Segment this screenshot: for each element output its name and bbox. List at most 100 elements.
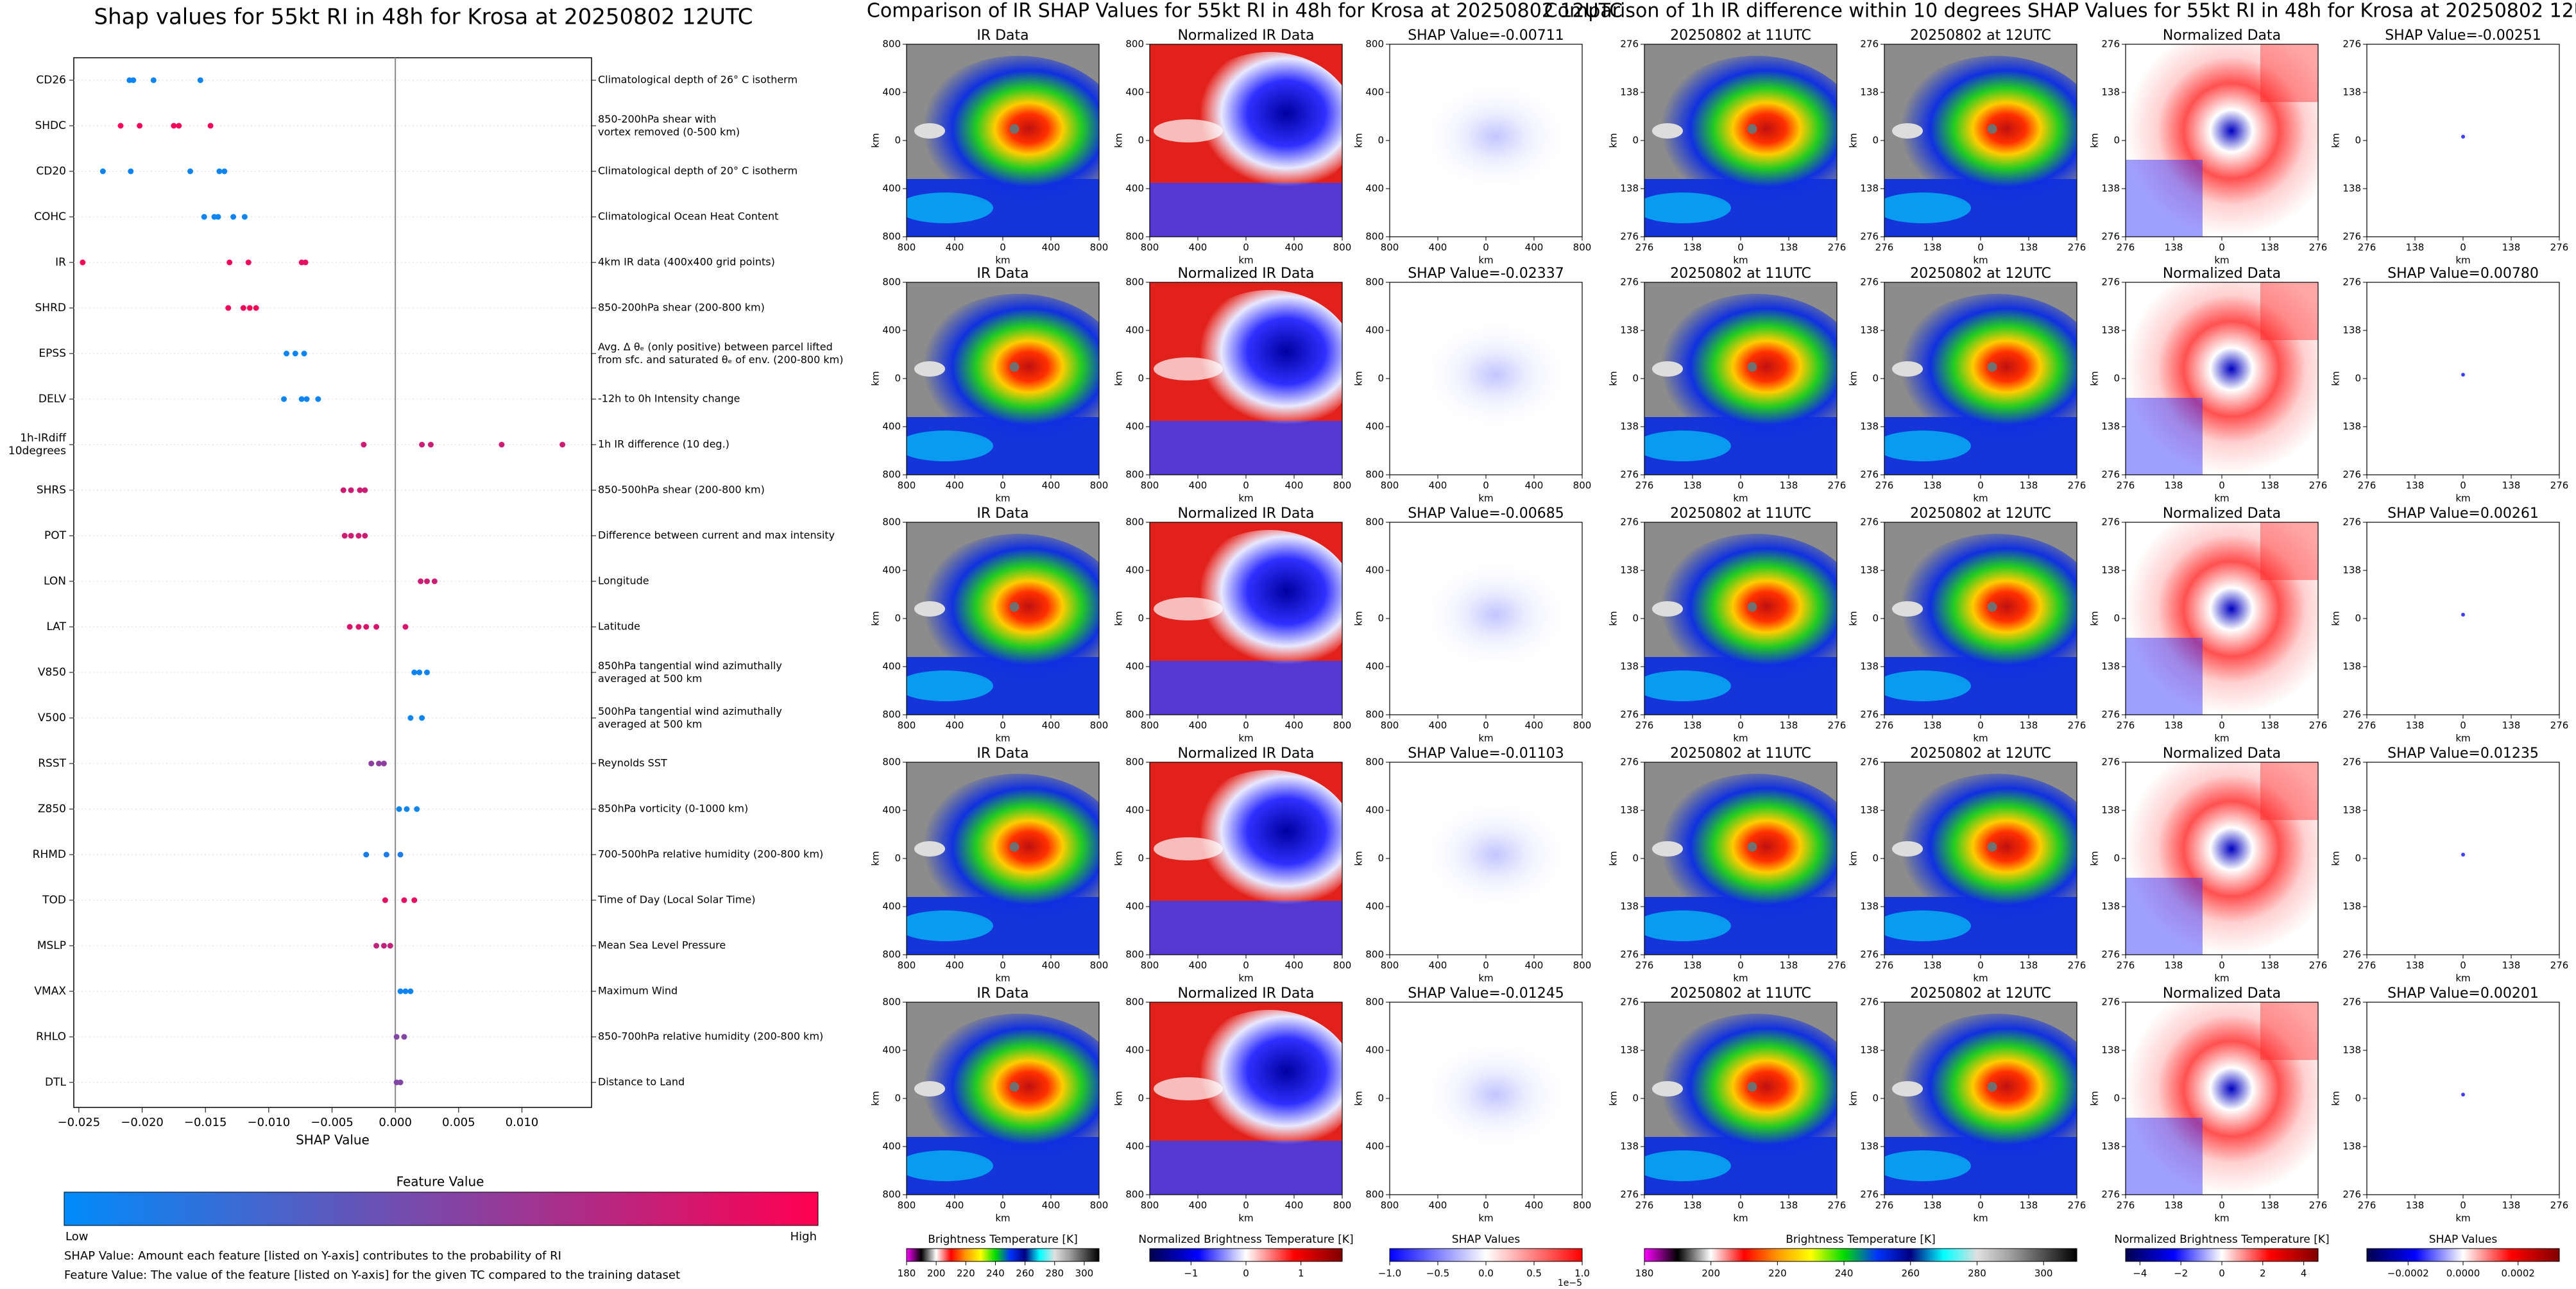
y-axis-label: km bbox=[1608, 371, 1619, 386]
shap-point bbox=[387, 943, 393, 949]
y-tick-label: 138 bbox=[1860, 1141, 1879, 1152]
y-axis-label: km bbox=[2089, 133, 2101, 148]
x-tick-label: 400 bbox=[946, 242, 964, 253]
y-axis-label: km bbox=[1353, 133, 1365, 148]
x-tick-label: 800 bbox=[1090, 242, 1109, 253]
y-tick-label: 400 bbox=[1125, 183, 1144, 194]
x-tick-label: 138 bbox=[2020, 480, 2038, 491]
colorbar-tick-label: 200 bbox=[1702, 1268, 1720, 1279]
y-tick-label: 400 bbox=[1125, 325, 1144, 336]
y-tick-label: 276 bbox=[2342, 996, 2361, 1008]
y-tick-label: 400 bbox=[1365, 661, 1384, 672]
y-axis-label: km bbox=[1353, 1091, 1365, 1105]
colorbar bbox=[906, 1248, 1100, 1262]
x-tick-label: 276 bbox=[2550, 960, 2569, 971]
shap-point bbox=[230, 214, 237, 220]
x-tick-label: 276 bbox=[2068, 960, 2086, 971]
panel-title: 20250802 at 11UTC bbox=[1670, 266, 1811, 282]
x-tick-label: 276 bbox=[2117, 720, 2135, 731]
shap-point bbox=[240, 305, 246, 311]
x-tick-label: 800 bbox=[898, 1200, 916, 1211]
satellite-image bbox=[1644, 44, 1837, 237]
colorbar-low: Low bbox=[65, 1230, 88, 1243]
panel-title: Normalized IR Data bbox=[1177, 266, 1314, 282]
panel-title: IR Data bbox=[977, 506, 1028, 522]
y-tick-label: 800 bbox=[1365, 38, 1384, 50]
y-tick-label: 276 bbox=[2342, 756, 2361, 768]
feature-description: 4km IR data (400x400 grid points) bbox=[598, 256, 775, 268]
y-tick-label: 276 bbox=[2342, 949, 2361, 960]
y-tick-label: 0 bbox=[894, 853, 901, 864]
y-tick-label: 400 bbox=[882, 183, 901, 194]
y-tick-label: 276 bbox=[2101, 231, 2120, 243]
y-tick-label: 0 bbox=[1378, 613, 1384, 624]
colorbar-tick-label: 0 bbox=[1243, 1268, 1249, 1279]
x-tick-label: 0.000 bbox=[379, 1116, 412, 1129]
x-tick-label: 0 bbox=[2219, 480, 2225, 491]
x-tick-label: 138 bbox=[2406, 1200, 2425, 1211]
x-tick-label: 0.010 bbox=[506, 1116, 539, 1129]
y-tick-label: 400 bbox=[882, 661, 901, 672]
y-tick-label: 276 bbox=[1860, 949, 1879, 960]
shap-point bbox=[363, 624, 370, 630]
feature-description: Avg. Δ θₑ (only positive) between parcel… bbox=[598, 341, 843, 366]
shap-point bbox=[499, 441, 505, 448]
x-tick-label: 400 bbox=[1525, 480, 1544, 491]
y-tick-label: 276 bbox=[1620, 231, 1639, 243]
feature-description: 500hPa tangential wind azimuthally averag… bbox=[598, 705, 782, 730]
x-tick-label: 800 bbox=[1333, 480, 1352, 491]
x-tick-label: 276 bbox=[1635, 960, 1654, 971]
panel-title: SHAP Value=-0.02337 bbox=[1408, 266, 1564, 282]
shap-point bbox=[292, 350, 298, 357]
x-tick-label: 0 bbox=[2460, 480, 2466, 491]
x-tick-label: 400 bbox=[946, 1200, 964, 1211]
shap-point bbox=[150, 77, 157, 83]
y-tick-label: 400 bbox=[1365, 325, 1384, 336]
x-tick-label: 0 bbox=[1483, 480, 1489, 491]
y-tick-label: 0 bbox=[1138, 1093, 1144, 1104]
x-tick-label: 138 bbox=[2261, 242, 2280, 253]
shap-point bbox=[340, 487, 346, 493]
x-axis-label: km bbox=[1973, 255, 1988, 266]
panel-title: 20250802 at 11UTC bbox=[1670, 28, 1811, 44]
x-tick-label: 276 bbox=[1635, 1200, 1654, 1211]
x-axis-label: km bbox=[2214, 733, 2229, 744]
shap-point bbox=[357, 487, 363, 493]
x-axis-label: km bbox=[2214, 1213, 2229, 1224]
x-tick-label: 276 bbox=[2117, 242, 2135, 253]
satellite-image bbox=[907, 1002, 1099, 1195]
x-tick-label: 276 bbox=[2068, 1200, 2086, 1211]
x-tick-label: 400 bbox=[1189, 720, 1207, 731]
feature-description: Difference between current and max inten… bbox=[598, 529, 835, 542]
panel-title: 20250802 at 11UTC bbox=[1670, 506, 1811, 522]
x-tick-label: 0 bbox=[2219, 960, 2225, 971]
y-axis-label: km bbox=[1848, 371, 1859, 386]
x-axis-label: km bbox=[1478, 973, 1493, 984]
shap-point bbox=[380, 943, 387, 949]
satellite-image bbox=[1150, 282, 1342, 475]
panel-title: Normalized IR Data bbox=[1177, 986, 1314, 1002]
y-axis-label: km bbox=[1608, 133, 1619, 148]
shap-point bbox=[341, 533, 348, 539]
feature-description: Climatological Ocean Heat Content bbox=[598, 210, 778, 223]
x-tick-label: 0 bbox=[1737, 1200, 1744, 1211]
shap-point bbox=[402, 988, 409, 994]
x-tick-label: 0 bbox=[1000, 480, 1006, 491]
y-tick-label: 276 bbox=[1860, 277, 1879, 288]
y-tick-label: 138 bbox=[2342, 805, 2361, 816]
y-tick-label: 800 bbox=[1365, 756, 1384, 768]
panel-title: SHAP Value=0.00201 bbox=[2387, 986, 2539, 1002]
feature-label: EPSS bbox=[38, 347, 66, 360]
y-tick-label: 138 bbox=[1620, 1045, 1639, 1056]
colorbar-tick-label: 220 bbox=[957, 1268, 975, 1279]
x-tick-label: 800 bbox=[1381, 720, 1399, 731]
shap-point bbox=[241, 214, 248, 220]
x-tick-label: 276 bbox=[2309, 480, 2328, 491]
x-tick-label: 400 bbox=[946, 960, 964, 971]
colorbar-title: Brightness Temperature [K] bbox=[928, 1233, 1077, 1246]
colorbar-tick-label: 200 bbox=[927, 1268, 946, 1279]
y-axis-label: km bbox=[1113, 371, 1125, 386]
feature-description: 850-700hPa relative humidity (200-800 km… bbox=[598, 1030, 823, 1043]
panel-title: Normalized Data bbox=[2163, 986, 2281, 1002]
satellite-image bbox=[1884, 282, 2077, 475]
